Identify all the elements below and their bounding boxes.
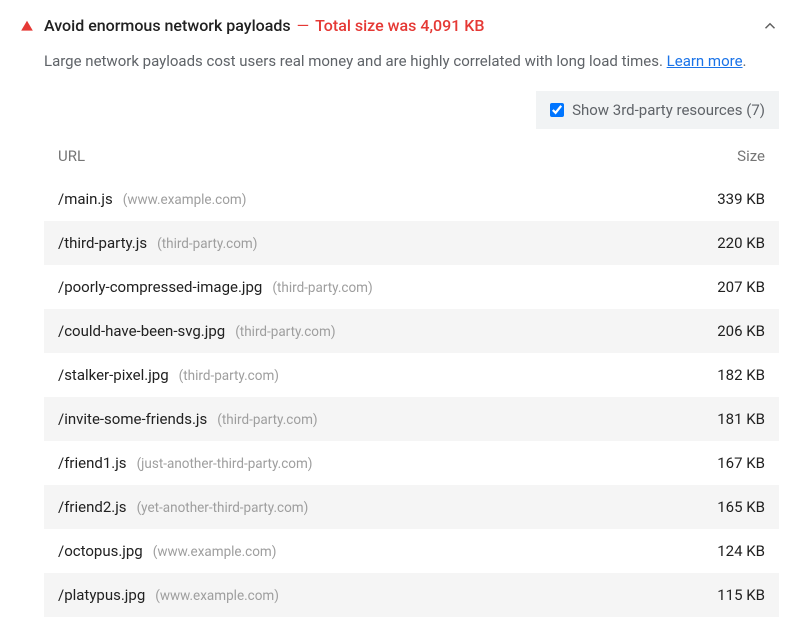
third-party-toggle-row: Show 3rd-party resources (7) — [44, 91, 779, 129]
url-cell: /octopus.jpg (www.example.com) — [58, 542, 276, 560]
size-cell: 207 KB — [717, 278, 765, 296]
url-cell: /friend2.js (yet-another-third-party.com) — [58, 498, 308, 516]
table-row: /could-have-been-svg.jpg (third-party.com… — [44, 309, 779, 353]
description-text-before: Large network payloads cost users real m… — [44, 52, 667, 70]
url-domain: (third-party.com) — [157, 236, 257, 252]
size-cell: 181 KB — [717, 410, 765, 428]
url-domain: (third-party.com) — [179, 368, 279, 384]
url-cell: /stalker-pixel.jpg (third-party.com) — [58, 366, 279, 384]
table-row: /main.js (www.example.com) 339 KB — [44, 177, 779, 221]
table-row: /friend2.js (yet-another-third-party.com)… — [44, 485, 779, 529]
url-cell: /could-have-been-svg.jpg (third-party.com… — [58, 322, 336, 340]
url-path: /main.js — [58, 190, 113, 208]
warning-triangle-icon — [20, 19, 34, 33]
url-cell: /main.js (www.example.com) — [58, 190, 246, 208]
column-size: Size — [737, 147, 765, 165]
size-cell: 167 KB — [717, 454, 765, 472]
table-row: /invite-some-friends.js (third-party.com)… — [44, 397, 779, 441]
audit-description: Large network payloads cost users real m… — [44, 49, 779, 73]
url-path: /platypus.jpg — [58, 586, 145, 604]
table-row: /stalker-pixel.jpg (third-party.com) 182 K… — [44, 353, 779, 397]
url-domain: (third-party.com) — [272, 280, 372, 296]
learn-more-link[interactable]: Learn more — [667, 52, 743, 70]
audit-title: Avoid enormous network payloads — [44, 16, 291, 35]
table-row: /platypus.jpg (www.example.com) 115 KB — [44, 573, 779, 617]
audit-header: Avoid enormous network payloads — Total … — [20, 16, 779, 35]
dash-separator: — — [297, 16, 310, 35]
audit-title-line: Avoid enormous network payloads — Total … — [44, 16, 751, 35]
third-party-checkbox[interactable] — [550, 103, 564, 117]
url-path: /third-party.js — [58, 234, 147, 252]
table-row: /octopus.jpg (www.example.com) 124 KB — [44, 529, 779, 573]
url-domain: (yet-another-third-party.com) — [137, 500, 309, 516]
url-domain: (third-party.com) — [235, 324, 335, 340]
url-cell: /friend1.js (just-another-third-party.com… — [58, 454, 313, 472]
url-domain: (www.example.com) — [155, 588, 279, 604]
size-cell: 115 KB — [717, 586, 765, 604]
third-party-label[interactable]: Show 3rd-party resources (7) — [572, 101, 765, 119]
url-cell: /invite-some-friends.js (third-party.com) — [58, 410, 318, 428]
url-path: /friend2.js — [58, 498, 127, 516]
url-path: /invite-some-friends.js — [58, 410, 207, 428]
url-path: /octopus.jpg — [58, 542, 143, 560]
table-row: /third-party.js (third-party.com) 220 KB — [44, 221, 779, 265]
audit-summary: Total size was 4,091 KB — [315, 16, 484, 35]
url-path: /stalker-pixel.jpg — [58, 366, 169, 384]
url-domain: (www.example.com) — [153, 544, 277, 560]
size-cell: 339 KB — [717, 190, 765, 208]
url-domain: (just-another-third-party.com) — [137, 456, 313, 472]
table-row: /friend1.js (just-another-third-party.com… — [44, 441, 779, 485]
url-path: /friend1.js — [58, 454, 127, 472]
table-header: URL Size — [44, 137, 779, 177]
third-party-toggle[interactable]: Show 3rd-party resources (7) — [536, 91, 779, 129]
url-cell: /poorly-compressed-image.jpg (third-party… — [58, 278, 373, 296]
table-body: /main.js (www.example.com) 339 KB/third-pa… — [44, 177, 779, 617]
url-path: /poorly-compressed-image.jpg — [58, 278, 262, 296]
column-url: URL — [58, 147, 85, 165]
url-domain: (third-party.com) — [217, 412, 317, 428]
url-cell: /platypus.jpg (www.example.com) — [58, 586, 279, 604]
url-path: /could-have-been-svg.jpg — [58, 322, 225, 340]
table-row: /poorly-compressed-image.jpg (third-party… — [44, 265, 779, 309]
chevron-up-icon[interactable] — [761, 17, 779, 35]
size-cell: 206 KB — [717, 322, 765, 340]
description-text-after: . — [743, 52, 747, 70]
size-cell: 182 KB — [717, 366, 765, 384]
size-cell: 220 KB — [717, 234, 765, 252]
payload-table: URL Size /main.js (www.example.com) 339 KB… — [44, 137, 779, 617]
size-cell: 165 KB — [717, 498, 765, 516]
url-cell: /third-party.js (third-party.com) — [58, 234, 257, 252]
url-domain: (www.example.com) — [123, 192, 247, 208]
size-cell: 124 KB — [717, 542, 765, 560]
